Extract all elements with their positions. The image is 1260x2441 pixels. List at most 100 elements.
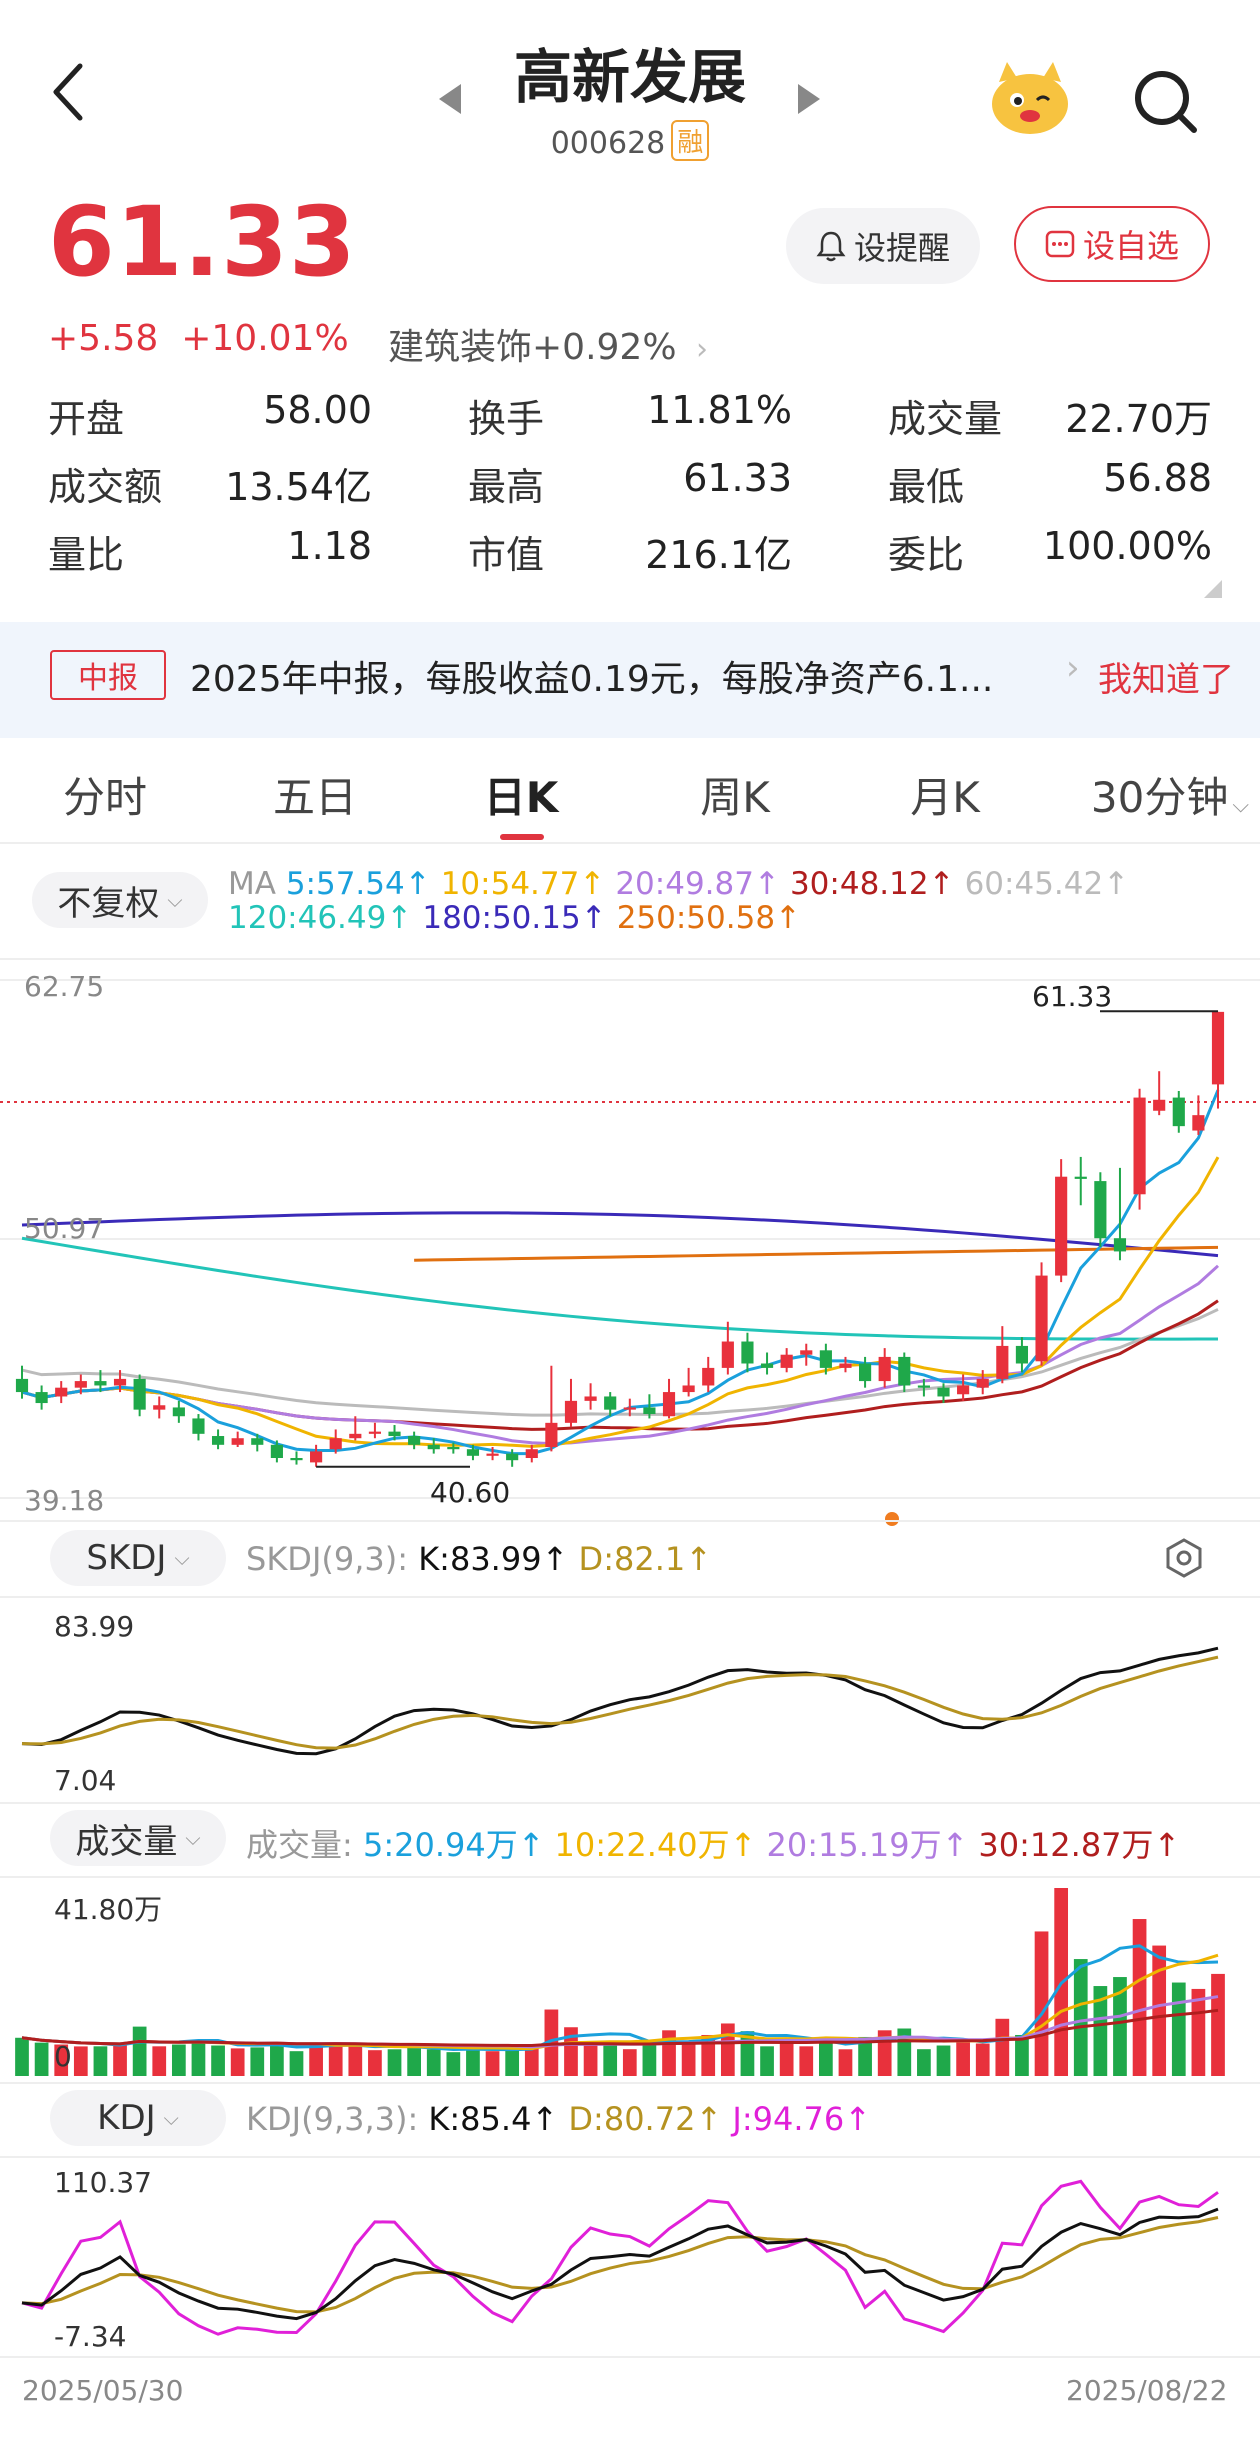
candle-body — [94, 1381, 107, 1386]
kdj-y-bottom: -7.34 — [54, 2320, 127, 2353]
volume-bar — [819, 2036, 833, 2076]
candle-body — [1192, 1115, 1205, 1131]
skdj-legend: SKDJ(9,3): K:83.99↑ D:82.1↑ — [246, 1540, 712, 1578]
search-icon[interactable] — [1130, 66, 1200, 136]
volume-bar — [34, 2042, 49, 2076]
notice-ack-button[interactable]: 我知道了 — [1098, 660, 1234, 700]
add-watchlist-button[interactable]: 设自选 — [1014, 206, 1210, 282]
candle-body — [702, 1367, 715, 1386]
stock-code-row: 000628 融 — [0, 120, 1260, 161]
volume-bar — [73, 2046, 88, 2076]
candle-body — [721, 1341, 734, 1368]
volume-bar — [211, 2045, 225, 2076]
volume-y-top: 41.80万 — [54, 1893, 163, 1926]
legend-value: 5:20.94万↑ — [362, 1826, 545, 1864]
candle-body — [192, 1418, 205, 1434]
candle-body — [55, 1387, 68, 1397]
candle-body — [1055, 1176, 1068, 1276]
scroll-position-dot[interactable] — [885, 1512, 899, 1526]
ma250-line — [414, 1245, 1219, 1262]
candle-body — [760, 1363, 774, 1368]
skdj-d-line — [21, 1655, 1219, 1750]
earnings-notice-bar[interactable] — [0, 622, 1260, 738]
volume-ma-values: 5:20.94万↑ 10:22.40万↑ 20:15.19万↑ 30:12.87万↑ — [363, 1826, 1190, 1864]
kdj-chart[interactable] — [0, 2156, 1260, 2356]
candle-body — [859, 1363, 872, 1382]
stat-value: 56.88 — [1103, 456, 1212, 500]
candle-body — [486, 1453, 499, 1456]
candle-body — [388, 1431, 401, 1437]
chevron-down-icon: ⌵ — [174, 1546, 190, 1570]
candle-body — [211, 1436, 225, 1445]
tab-daily-k[interactable]: 日K — [483, 773, 559, 822]
kdj-selector[interactable]: KDJ ⌵ — [50, 2090, 226, 2146]
price-change-abs: +5.58 — [48, 318, 159, 359]
candle-body — [15, 1378, 29, 1393]
candle-body — [231, 1438, 244, 1445]
sector-label: 建筑装饰+0.92% — [388, 327, 677, 368]
current-price: 61.33 — [48, 186, 357, 298]
tab-30-min[interactable]: 30分钟 ⌵ — [1080, 764, 1260, 825]
tab-weekly-k[interactable]: 周K — [700, 773, 770, 822]
candle-body — [996, 1345, 1009, 1379]
skdj-params: SKDJ(9,3): — [246, 1540, 409, 1578]
volume-bar — [1211, 1973, 1225, 2076]
volume-bar — [309, 2043, 323, 2076]
tab-intraday[interactable]: 分时 — [62, 773, 147, 822]
volume-bar — [446, 2052, 461, 2076]
vol-ma30-line — [21, 2008, 1219, 2047]
chevron-down-icon: ⌵ — [163, 2106, 179, 2130]
mascot-icon[interactable] — [985, 58, 1075, 138]
divider — [0, 2082, 1260, 2084]
skdj-chart[interactable] — [0, 1596, 1260, 1802]
candle-body — [251, 1438, 264, 1445]
volume-selector[interactable]: 成交量 ⌵ — [50, 1810, 226, 1866]
candle-body — [564, 1400, 578, 1423]
candle-body — [957, 1385, 970, 1395]
volume-bar — [54, 2044, 69, 2076]
candle-body — [153, 1405, 166, 1410]
sector-link[interactable]: 建筑装饰+0.92% › — [388, 318, 708, 370]
volume-selector-label: 成交量 — [75, 1821, 178, 1862]
volume-bar — [838, 2049, 853, 2076]
candle-body — [466, 1449, 480, 1456]
candle-body — [1074, 1176, 1087, 1179]
skdj-selector[interactable]: SKDJ ⌵ — [50, 1530, 226, 1586]
volume-bar — [622, 2049, 637, 2076]
adjust-selector[interactable]: 不复权 ⌵ — [32, 872, 208, 928]
prev-stock-arrow-icon[interactable] — [437, 82, 463, 116]
date-start: 2025/05/30 — [22, 2374, 184, 2407]
skdj-k-line — [21, 1646, 1219, 1756]
margin-badge: 融 — [671, 120, 710, 161]
settings-icon[interactable] — [1164, 1538, 1204, 1578]
volume-bar — [720, 2023, 735, 2076]
kline-y-mid: 50.97 — [24, 1212, 105, 1245]
candle-body — [662, 1392, 676, 1417]
stock-name: 高新发展 — [513, 43, 746, 111]
kdj-selector-label: KDJ — [97, 2098, 156, 2138]
tab-monthly-k[interactable]: 月K — [910, 773, 980, 822]
tab-five-day[interactable]: 五日 — [272, 773, 357, 822]
next-stock-arrow-icon[interactable] — [796, 82, 822, 116]
candle-body — [1133, 1097, 1146, 1195]
stat-label: 量比 — [48, 533, 125, 577]
tab-30-min-label: 30分钟 — [1090, 773, 1229, 822]
divider — [0, 2156, 1260, 2158]
kline-high-label: 61.33 — [1032, 980, 1113, 1013]
volume-bar — [93, 2046, 108, 2076]
set-alert-button[interactable]: 设提醒 — [786, 208, 980, 284]
expand-corner-icon[interactable] — [1204, 580, 1222, 598]
divider — [0, 842, 1260, 844]
volume-bar — [662, 2030, 676, 2076]
stat-label: 最低 — [888, 465, 965, 509]
stat-value: 100.00% — [1042, 524, 1212, 568]
volume-chart[interactable] — [0, 1876, 1260, 2082]
volume-bar — [1073, 1959, 1088, 2076]
volume-bar — [191, 2039, 206, 2076]
kline-chart[interactable] — [0, 958, 1260, 1520]
skdj-y-bottom: 7.04 — [54, 1764, 117, 1797]
stat-value: 61.33 — [683, 456, 792, 500]
back-icon[interactable] — [48, 62, 88, 122]
volume-bar — [1113, 1977, 1127, 2076]
stat-value: 11.81% — [647, 388, 792, 432]
